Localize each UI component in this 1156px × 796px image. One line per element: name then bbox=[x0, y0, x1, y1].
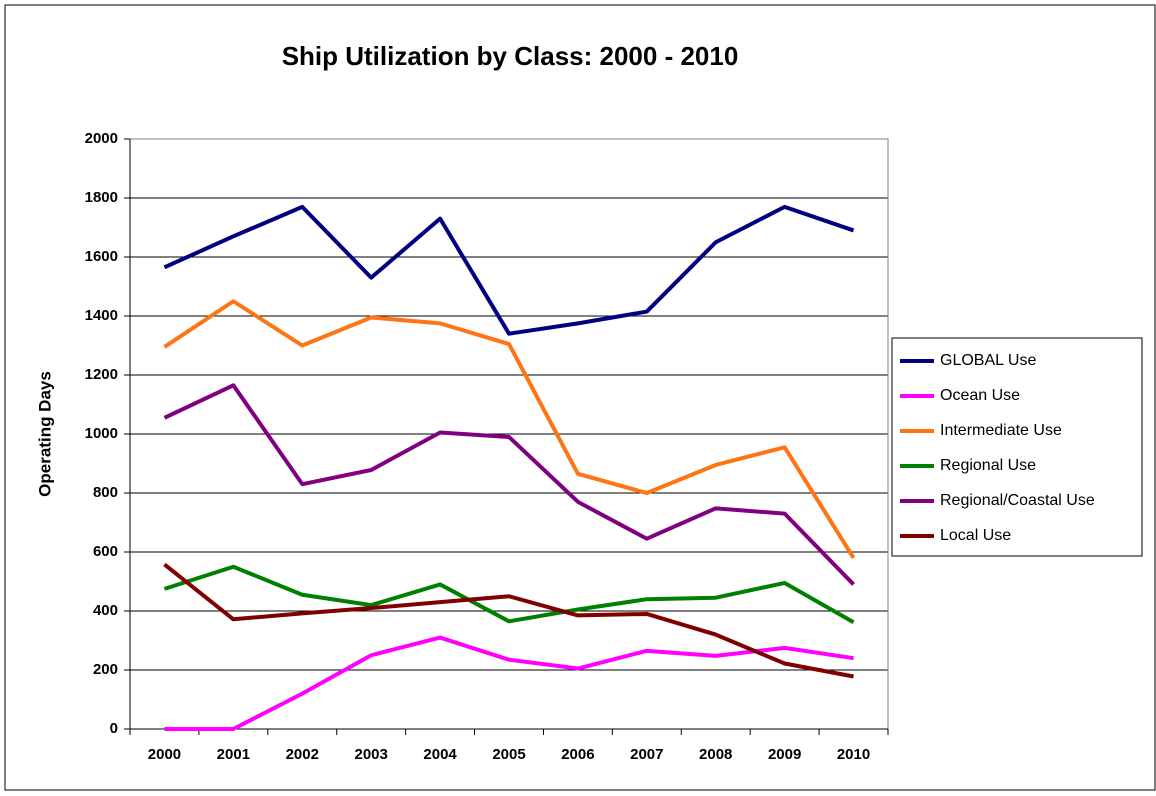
x-tick-label: 2001 bbox=[217, 746, 250, 763]
y-axis-label: Operating Days bbox=[35, 371, 54, 497]
legend-label: Regional/Coastal Use bbox=[940, 492, 1095, 509]
x-tick-label: 2004 bbox=[423, 746, 457, 763]
legend-label: Ocean Use bbox=[940, 387, 1020, 404]
y-tick-label: 1400 bbox=[85, 307, 118, 324]
x-tick-label: 2009 bbox=[768, 746, 801, 763]
x-tick-label: 2005 bbox=[492, 746, 525, 763]
y-tick-label: 0 bbox=[110, 720, 118, 737]
y-tick-label: 2000 bbox=[85, 130, 118, 147]
series-line bbox=[163, 564, 855, 624]
x-tick-label: 2006 bbox=[561, 746, 594, 763]
series-line bbox=[163, 299, 856, 559]
y-tick-label: 1800 bbox=[85, 189, 118, 206]
y-tick-label: 1200 bbox=[85, 366, 118, 383]
x-tick-label: 2003 bbox=[354, 746, 387, 763]
y-tick-label: 600 bbox=[93, 543, 118, 560]
series-line bbox=[163, 383, 855, 586]
legend bbox=[891, 337, 1143, 557]
legend-label: Intermediate Use bbox=[940, 422, 1062, 439]
legend-label: Regional Use bbox=[940, 457, 1036, 474]
series-line bbox=[163, 562, 854, 679]
x-tick-label: 2007 bbox=[630, 746, 663, 763]
series-line bbox=[164, 635, 854, 731]
series-line bbox=[163, 204, 855, 336]
legend-label: Local Use bbox=[940, 527, 1011, 544]
y-tick-label: 200 bbox=[93, 661, 118, 678]
x-tick-label: 2000 bbox=[148, 746, 181, 763]
y-tick-label: 800 bbox=[93, 484, 118, 501]
legend-label: GLOBAL Use bbox=[940, 352, 1036, 369]
chart-title: Ship Utilization by Class: 2000 - 2010 bbox=[282, 41, 739, 71]
y-tick-label: 1600 bbox=[85, 248, 118, 265]
y-tick-label: 1000 bbox=[85, 425, 118, 442]
x-tick-label: 2002 bbox=[286, 746, 319, 763]
x-tick-label: 2008 bbox=[699, 746, 732, 763]
y-tick-label: 400 bbox=[93, 602, 118, 619]
x-tick-label: 2010 bbox=[837, 746, 870, 763]
